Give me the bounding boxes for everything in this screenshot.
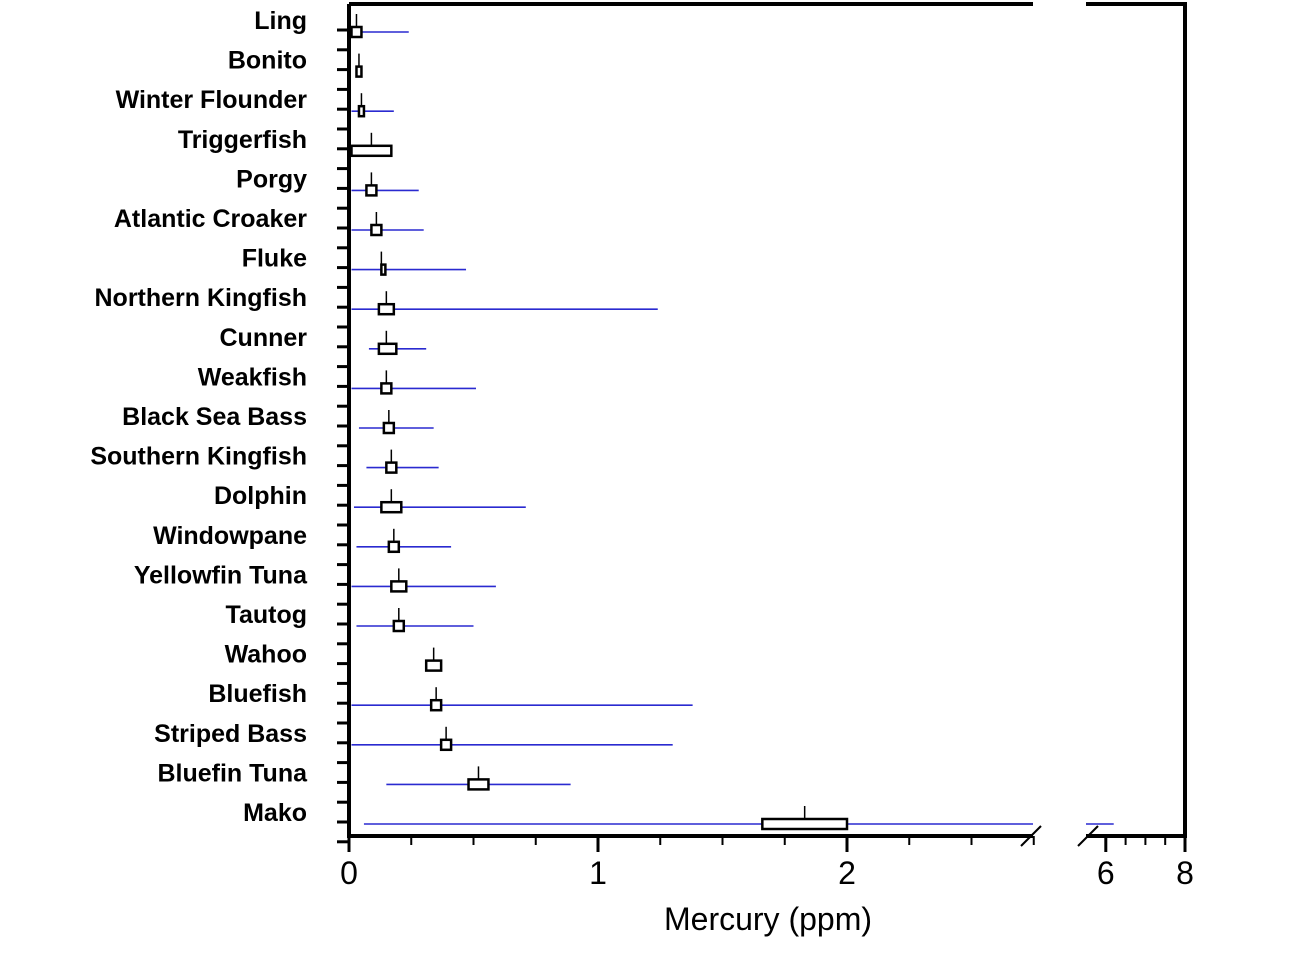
ci-box	[355, 65, 363, 78]
category-label: Weakfish	[198, 363, 307, 391]
ci-box	[350, 144, 393, 158]
category-label: Striped Bass	[154, 720, 307, 748]
ci-box	[377, 302, 396, 316]
category-label: Southern Kingfish	[90, 443, 307, 471]
category-label: Northern Kingfish	[95, 284, 308, 312]
ci-box	[385, 461, 398, 474]
category-label: Dolphin	[214, 482, 307, 510]
category-label: Bluefin Tuna	[157, 759, 308, 787]
x-tick-label: 1	[589, 855, 607, 891]
category-label: Tautog	[226, 601, 307, 629]
ci-box	[380, 382, 393, 395]
ci-box	[350, 25, 363, 39]
ci-box	[392, 619, 406, 633]
x-tick-label: 0	[340, 855, 358, 891]
x-tick-label: 6	[1097, 855, 1115, 891]
category-label: Triggerfish	[178, 126, 307, 154]
ci-box	[365, 184, 378, 197]
ci-box	[429, 698, 443, 712]
x-tick-label: 8	[1176, 855, 1194, 891]
ci-box	[387, 540, 401, 554]
ci-box	[382, 421, 396, 435]
category-label: Bluefish	[208, 680, 307, 708]
ci-box	[761, 817, 849, 831]
category-label: Atlantic Croaker	[114, 205, 307, 233]
ci-box	[380, 263, 387, 276]
category-label: Yellowfin Tuna	[134, 561, 308, 589]
ci-box	[357, 104, 366, 118]
category-label: Porgy	[236, 165, 307, 193]
x-tick-label: 2	[838, 855, 856, 891]
category-label: Cunner	[220, 324, 308, 352]
category-label: Winter Flounder	[116, 86, 308, 114]
category-label: Ling	[254, 7, 307, 35]
axis-break-mark	[1020, 825, 1042, 847]
category-label: Fluke	[242, 245, 307, 273]
range-lines	[351, 31, 1114, 825]
category-label: Wahoo	[225, 641, 307, 669]
ci-box	[467, 778, 490, 791]
ci-box	[370, 223, 383, 237]
category-label: Mako	[243, 799, 307, 827]
x-tick-labels: 0 1 2 6 8	[340, 855, 1194, 891]
ci-box	[390, 580, 408, 593]
axis-break-mark	[1077, 825, 1099, 847]
category-label: Bonito	[228, 47, 307, 75]
category-labels: Ling Bonito Winter Flounder Triggerfish Porg…	[90, 7, 308, 827]
category-label: Windowpane	[153, 522, 307, 550]
ci-box	[439, 738, 453, 752]
x-axis-title: Mercury (ppm)	[664, 901, 872, 937]
ci-box	[377, 342, 398, 356]
category-label: Black Sea Bass	[122, 403, 307, 431]
ci-boxes	[350, 14, 849, 831]
ci-box	[380, 500, 403, 514]
ci-box	[424, 659, 443, 672]
axes	[337, 2, 1187, 852]
